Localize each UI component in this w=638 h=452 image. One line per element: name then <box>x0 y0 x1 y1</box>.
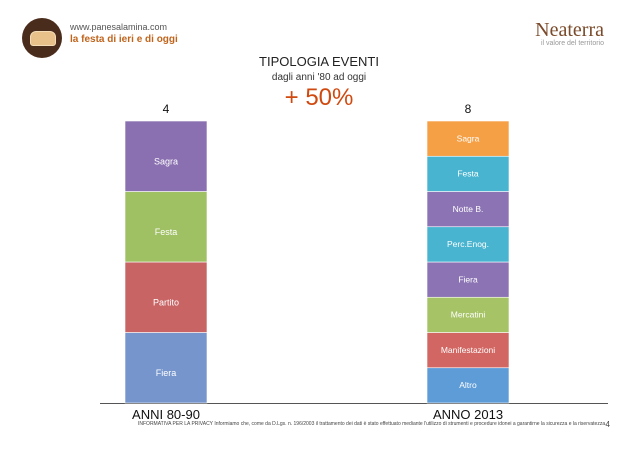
bar-segment-altro <box>426 367 510 404</box>
bar-segment-sagra <box>124 120 208 192</box>
segment-label: Partito <box>153 298 179 308</box>
bar-segment-notte-b- <box>426 191 510 228</box>
page-number: 4 <box>605 420 610 429</box>
chart-annotation: + 50% <box>284 84 354 111</box>
bar-total-label: 8 <box>465 102 472 116</box>
chart-title: TIPOLOGIA EVENTI <box>259 54 379 69</box>
bar-segment-fiera <box>124 332 208 404</box>
bar-segment-mercatini <box>426 296 510 333</box>
segment-label: Mercatini <box>451 310 486 320</box>
bar-segment-festa <box>124 191 208 263</box>
chart-subtitle: dagli anni '80 ad oggi <box>271 72 367 83</box>
bread-icon <box>30 31 56 46</box>
bar-segment-sagra <box>426 120 510 157</box>
privacy-note: INFORMATIVA PER LA PRIVACY Informiamo ch… <box>138 421 607 427</box>
brand-logo: Neaterra il valore del territorio <box>535 20 604 47</box>
segment-label: Fiera <box>156 368 177 378</box>
site-url[interactable]: www.panesalamina.com <box>70 22 168 32</box>
bar-total-label: 4 <box>163 102 170 116</box>
segment-label: Sagra <box>154 157 178 167</box>
brand-name: Neaterra <box>535 19 604 41</box>
category-label: ANNI 80-90 <box>132 407 200 422</box>
segment-label: Fiera <box>458 274 478 284</box>
segment-label: Manifestazioni <box>441 345 495 355</box>
category-label: ANNO 2013 <box>433 407 503 422</box>
segment-label: Festa <box>457 169 479 179</box>
bar-segment-festa <box>426 155 510 192</box>
brand-sub: il valore del territorio <box>540 40 604 47</box>
segment-label: Festa <box>155 227 178 237</box>
bar-segment-manifestazioni <box>426 332 510 369</box>
segment-label: Perc.Enog. <box>447 239 489 249</box>
segment-label: Notte B. <box>453 204 484 214</box>
segment-label: Altro <box>459 380 477 390</box>
site-tagline: la festa di ieri e di oggi <box>70 34 178 45</box>
bar-segment-fiera <box>426 261 510 298</box>
segment-label: Sagra <box>457 133 480 143</box>
bar-segment-perc-enog- <box>426 226 510 263</box>
site-logo <box>22 18 62 58</box>
